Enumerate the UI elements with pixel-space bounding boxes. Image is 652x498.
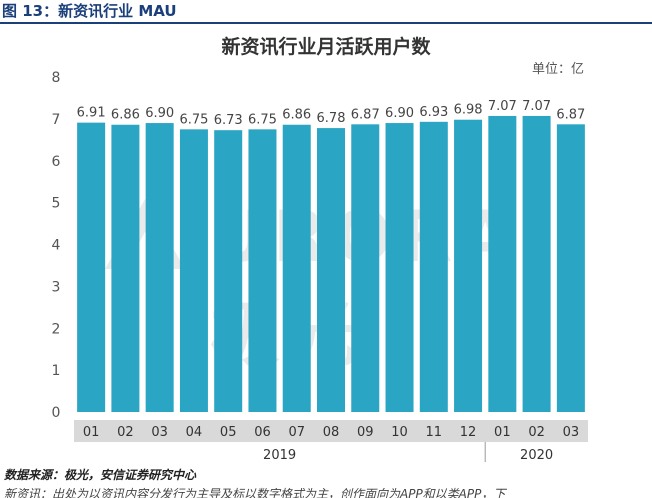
bar [145, 123, 174, 412]
data-label: 6.87 [556, 107, 585, 122]
x-tick-label: 08 [323, 425, 340, 440]
x-tick-label: 10 [391, 425, 408, 440]
y-tick-label: 6 [52, 154, 61, 170]
bar [556, 124, 585, 412]
y-tick-label: 3 [52, 279, 61, 295]
data-label: 6.87 [351, 107, 380, 122]
data-label: 6.75 [179, 112, 208, 127]
bar [248, 129, 277, 412]
x-axis-band [74, 420, 588, 442]
x-tick-label: 12 [460, 425, 477, 440]
x-tick-label: 04 [186, 425, 203, 440]
chart-title: 新资讯行业月活跃用户数 [221, 36, 431, 58]
y-tick-label: 8 [52, 70, 61, 86]
bar [351, 124, 380, 412]
x-tick-label: 01 [494, 425, 511, 440]
bar [282, 124, 311, 413]
bar [77, 122, 106, 413]
data-label: 6.78 [317, 111, 346, 126]
x-tick-label: 09 [357, 425, 374, 440]
bar [179, 129, 208, 412]
bar [214, 130, 243, 412]
bar [419, 121, 448, 413]
x-tick-label: 11 [426, 425, 443, 440]
bar [111, 124, 140, 413]
x-tick-label: 06 [254, 425, 271, 440]
data-label: 6.90 [385, 106, 414, 121]
data-label: 6.73 [214, 113, 243, 128]
year-label: 2020 [520, 448, 553, 463]
y-tick-label: 7 [52, 112, 61, 128]
x-tick-label: 03 [563, 425, 580, 440]
data-label: 6.90 [145, 106, 174, 121]
bar [385, 123, 414, 412]
data-label: 6.75 [248, 112, 277, 127]
x-tick-label: 07 [288, 425, 305, 440]
x-tick-label: 02 [528, 425, 545, 440]
y-tick-label: 2 [52, 321, 61, 337]
source-note: 数据来源：极光，安信证券研究中心 [4, 468, 197, 482]
year-label: 2019 [263, 448, 296, 463]
x-tick-label: 02 [117, 425, 134, 440]
bar [317, 128, 345, 412]
unit-label: 单位：亿 [531, 62, 584, 77]
bar [522, 115, 551, 412]
footnote: 新资讯：出处为以资讯内容分发行为主导及标以数字格式为主，创作面向为APP和以类A… [4, 487, 506, 498]
data-label: 6.93 [419, 105, 448, 120]
y-tick-label: 0 [52, 405, 61, 421]
data-label: 6.86 [282, 108, 311, 123]
x-tick-label: 03 [151, 425, 168, 440]
y-tick-label: 5 [52, 196, 61, 212]
x-tick-label: 05 [220, 425, 237, 440]
bar [488, 115, 517, 412]
title-rule [0, 22, 652, 24]
data-label: 6.98 [454, 103, 483, 118]
y-tick-label: 4 [52, 238, 61, 254]
data-label: 6.91 [77, 106, 106, 121]
figure-label: 图 13：新资讯行业 MAU [2, 2, 177, 20]
data-label: 7.07 [522, 99, 551, 114]
bar [454, 119, 483, 413]
data-label: 6.86 [111, 108, 140, 123]
x-tick-label: 01 [83, 425, 100, 440]
data-label: 7.07 [488, 99, 517, 114]
y-tick-label: 1 [52, 363, 61, 379]
